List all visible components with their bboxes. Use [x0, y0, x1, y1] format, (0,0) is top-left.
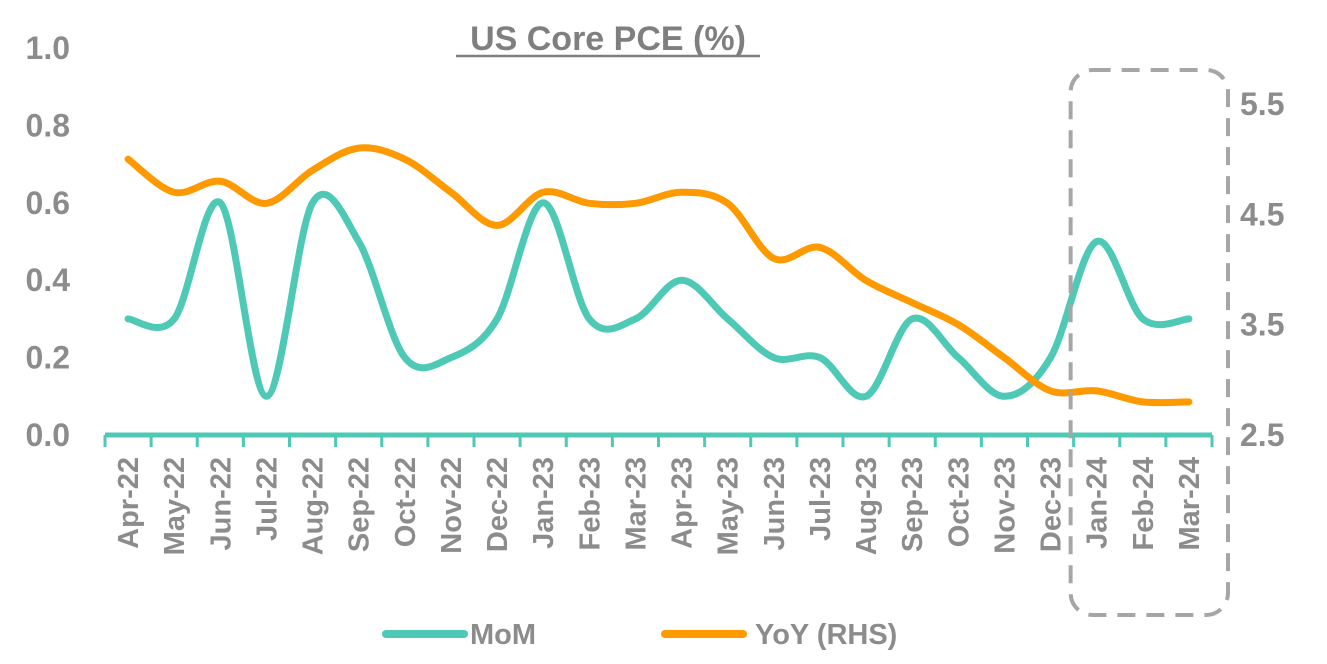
data-point — [725, 200, 731, 206]
left-tick-label: 0.0 — [26, 417, 70, 453]
right-tick-label: 2.5 — [1240, 417, 1284, 453]
data-point — [125, 316, 131, 322]
data-point — [1094, 239, 1100, 245]
data-point — [448, 189, 454, 195]
data-point — [217, 200, 223, 206]
data-point — [217, 178, 223, 184]
data-point — [679, 277, 685, 283]
right-tick-label: 4.5 — [1240, 196, 1284, 232]
data-point — [171, 316, 177, 322]
x-tick-label: Jan-24 — [1082, 457, 1114, 549]
legend-label: YoY (RHS) — [755, 619, 897, 651]
data-point — [356, 145, 362, 151]
right-tick-label: 3.5 — [1240, 307, 1284, 343]
data-point — [540, 189, 546, 195]
legend-label: MoM — [470, 619, 536, 651]
data-point — [494, 316, 500, 322]
data-point — [1186, 316, 1192, 322]
data-point — [679, 189, 685, 195]
series-line-mom — [124, 191, 1193, 401]
data-point — [1001, 393, 1007, 399]
x-tick-label: Jan-23 — [528, 457, 560, 549]
data-point — [771, 255, 777, 261]
x-tick-label: Apr-23 — [667, 457, 699, 549]
series-layer — [124, 144, 1193, 407]
left-tick-label: 1.0 — [26, 30, 70, 66]
left-tick-label: 0.6 — [26, 185, 70, 221]
data-point — [1094, 388, 1100, 394]
data-point — [356, 239, 362, 245]
x-tick-label: May-22 — [159, 457, 191, 555]
highlight-box — [1068, 68, 1230, 617]
data-point — [955, 322, 961, 328]
chart-title: US Core PCE (%) — [470, 20, 746, 58]
x-tick-label: Jun-22 — [205, 457, 237, 550]
right-axis-ticks: 2.5 3.5 4.5 5.5 — [1240, 86, 1284, 453]
x-tick-label: Sep-23 — [897, 457, 929, 552]
data-point — [540, 200, 546, 206]
data-point — [817, 244, 823, 250]
data-point — [955, 355, 961, 361]
data-point — [448, 355, 454, 361]
data-point — [171, 189, 177, 195]
data-point — [1048, 355, 1054, 361]
data-point — [863, 278, 869, 284]
data-point — [1001, 355, 1007, 361]
x-tick-label: Nov-23 — [989, 457, 1021, 554]
x-tick-label: Jul-23 — [805, 457, 837, 541]
x-tick-label: Mar-23 — [620, 457, 652, 551]
data-point — [771, 355, 777, 361]
data-point — [263, 393, 269, 399]
data-point — [1140, 399, 1146, 405]
x-tick-label: Mar-24 — [1174, 457, 1206, 551]
x-axis: Apr-22 May-22 Jun-22 Jul-22 Aug-22 Sep-22 Oct-… — [103, 432, 1214, 555]
data-point — [402, 156, 408, 162]
x-tick-label: Feb-24 — [1128, 457, 1160, 550]
data-point — [586, 316, 592, 322]
data-point — [817, 355, 823, 361]
data-point — [494, 222, 500, 228]
right-tick-label: 5.5 — [1240, 86, 1284, 122]
data-point — [125, 156, 131, 162]
data-point — [402, 355, 408, 361]
data-point — [725, 316, 731, 322]
x-tick-label: Jul-22 — [251, 457, 283, 541]
data-point — [909, 300, 915, 306]
data-point — [310, 167, 316, 173]
left-axis-ticks: 0.0 0.2 0.4 0.6 0.8 1.0 — [26, 30, 71, 453]
series-line-yoy — [124, 144, 1193, 407]
x-tick-label: Apr-22 — [113, 457, 145, 549]
data-point — [909, 316, 915, 322]
left-tick-label: 0.2 — [26, 340, 70, 376]
data-point — [1186, 399, 1192, 405]
x-tick-label: Feb-23 — [574, 457, 606, 550]
x-tick-label: Aug-22 — [298, 457, 330, 555]
left-tick-label: 0.8 — [26, 107, 70, 143]
data-point — [1140, 316, 1146, 322]
data-point — [586, 200, 592, 206]
data-point — [632, 316, 638, 322]
data-point — [863, 393, 869, 399]
x-tick-label: May-23 — [713, 457, 745, 555]
x-tick-label: Oct-22 — [390, 457, 422, 547]
left-tick-label: 0.4 — [26, 262, 71, 298]
data-point — [310, 200, 316, 206]
x-tick-label: Jun-23 — [759, 457, 791, 550]
legend: MoM YoY (RHS) — [382, 619, 897, 651]
data-point — [1048, 388, 1054, 394]
x-tick-label: Dec-23 — [1036, 457, 1068, 552]
x-tick-label: Dec-22 — [482, 457, 514, 552]
data-point — [263, 200, 269, 206]
x-tick-label: Nov-22 — [436, 457, 468, 554]
x-tick-label: Aug-23 — [851, 457, 883, 555]
x-tick-label: Oct-23 — [943, 457, 975, 547]
x-tick-label: Sep-22 — [344, 457, 376, 552]
data-point — [632, 200, 638, 206]
